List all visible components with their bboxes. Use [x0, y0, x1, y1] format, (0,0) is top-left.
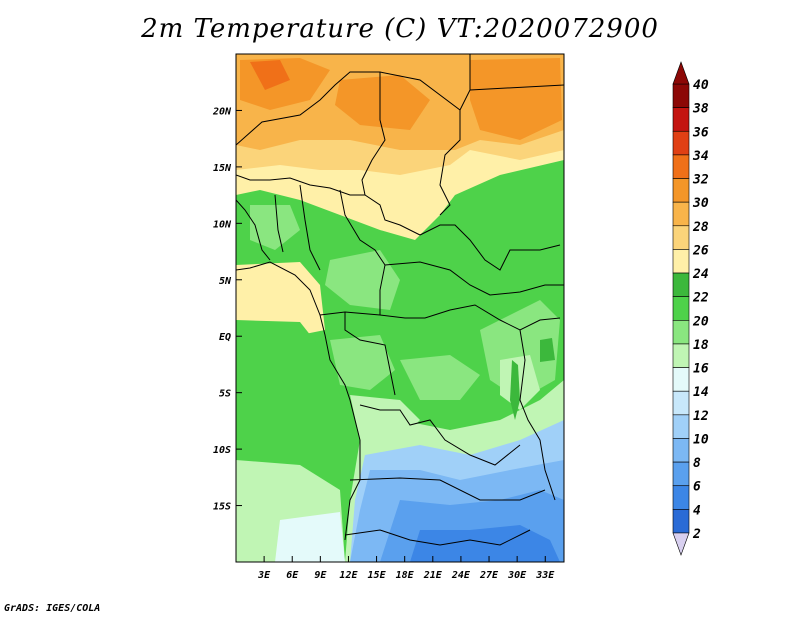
colorbar-segment — [672, 201, 690, 227]
grads-credit: GrADS: IGES/COLA — [4, 603, 101, 614]
lon-tick-label: 24E — [451, 570, 471, 581]
lon-tick-label: 30E — [507, 570, 527, 581]
colorbar-top-arrow — [672, 61, 690, 85]
colorbar-label: 32 — [692, 173, 709, 188]
colorbar-label: 30 — [692, 196, 709, 211]
colorbar-segment — [672, 485, 690, 510]
colorbar-label: 14 — [693, 385, 709, 400]
colorbar-segment — [672, 343, 690, 368]
lon-tick-label: 3E — [257, 570, 271, 581]
colorbar-label: 36 — [692, 125, 709, 140]
colorbar-label: 22 — [692, 291, 709, 306]
colorbar-segment — [672, 249, 690, 274]
colorbar-bottom-arrow — [672, 532, 690, 556]
colorbar-label: 34 — [692, 149, 709, 164]
colorbar-label: 10 — [693, 432, 709, 447]
map-title: 2m Temperature (C) VT:2020072900 — [141, 14, 659, 44]
colorbar-segment — [672, 178, 690, 203]
lat-tick-label: 10S — [213, 445, 231, 456]
colorbar-segment — [672, 83, 690, 108]
map-frame — [235, 53, 565, 563]
lat-tick-label: EQ — [219, 332, 231, 343]
country-borders — [236, 54, 564, 546]
lon-tick-label: 15E — [368, 570, 387, 581]
lon-tick-label: 27E — [479, 570, 499, 581]
colorbar-label: 18 — [693, 338, 709, 353]
colorbar-segment — [672, 272, 690, 297]
lon-tick-label: 9E — [314, 570, 327, 581]
colorbar-label: 38 — [692, 102, 709, 117]
colorbar-segment — [672, 130, 690, 156]
colorbar-label: 24 — [692, 267, 709, 282]
colorbar-segment — [672, 461, 690, 487]
colorbar-segment — [672, 225, 690, 250]
temperature-field — [236, 54, 564, 562]
lon-tick-label: 33E — [535, 570, 555, 581]
colorbar-label: 2 — [692, 527, 701, 542]
lat-tick-label: 5S — [219, 389, 231, 400]
colorbar-label: 12 — [693, 409, 709, 424]
colorbar-label: 40 — [693, 78, 709, 93]
colorbar-label: 20 — [692, 314, 709, 329]
colorbar-label: 8 — [693, 456, 701, 471]
colorbar-segment — [672, 367, 690, 392]
colorbar-segment — [672, 509, 690, 534]
colorbar-label: 6 — [693, 480, 701, 495]
lat-tick-label: 10N — [213, 219, 232, 230]
colorbar-segment — [672, 296, 690, 321]
colorbar-label: 28 — [692, 220, 709, 235]
colorbar-label: 4 — [693, 503, 701, 518]
longitude-ticks: 3E 6E 9E 12E 15E 18E 21E 24E 27E 30E 33E — [257, 556, 555, 581]
colorbar-segment — [672, 154, 690, 179]
lon-tick-label: 18E — [396, 570, 415, 581]
latitude-ticks: 20N 15N 10N 5N EQ 5S 10S 15S — [212, 106, 242, 513]
colorbar-label: 26 — [692, 243, 709, 258]
lat-tick-label: 5N — [219, 276, 232, 287]
colorbar-segment — [672, 320, 690, 345]
colorbar-segment — [672, 414, 690, 439]
lat-tick-label: 20N — [212, 106, 232, 117]
lon-tick-label: 6E — [286, 570, 299, 581]
lon-tick-label: 21E — [423, 570, 443, 581]
colorbar-label: 16 — [693, 362, 709, 377]
lon-tick-label: 12E — [339, 570, 358, 581]
lat-tick-label: 15S — [213, 502, 231, 513]
lat-tick-label: 15N — [213, 163, 232, 174]
colorbar-segment — [672, 390, 690, 416]
colorbar: 40 38 36 34 32 30 28 26 24 22 20 18 16 14 12 10 8 6 4 2 — [672, 61, 709, 556]
colorbar-segment — [672, 438, 690, 463]
colorbar-segment — [672, 107, 690, 132]
